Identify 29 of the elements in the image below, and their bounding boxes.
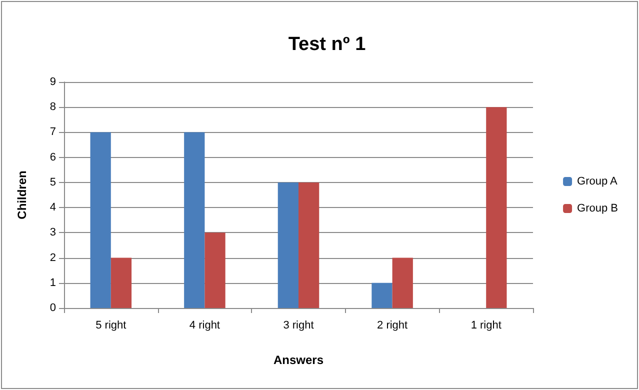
x-axis-title: Answers bbox=[273, 353, 324, 367]
y-tick-label: 3 bbox=[50, 226, 56, 239]
bar bbox=[278, 182, 298, 308]
y-tick-label: 4 bbox=[50, 202, 56, 214]
bar bbox=[110, 258, 132, 308]
y-tick-label: 1 bbox=[50, 276, 56, 289]
bar bbox=[298, 182, 320, 308]
y-tick-label: 6 bbox=[50, 151, 56, 164]
x-tick-label: 2 right bbox=[377, 320, 408, 332]
x-tick-label: 3 right bbox=[283, 320, 314, 332]
y-tick-label: 2 bbox=[50, 252, 56, 264]
legend-label: Group A bbox=[577, 176, 618, 188]
y-tick-label: 0 bbox=[50, 302, 56, 314]
y-tick-label: 7 bbox=[50, 126, 56, 138]
x-tick-label: 4 right bbox=[189, 320, 220, 332]
y-tick-label: 9 bbox=[50, 76, 56, 88]
bar bbox=[204, 232, 226, 308]
bar bbox=[184, 132, 205, 308]
bar bbox=[372, 282, 392, 308]
bar bbox=[392, 258, 413, 308]
x-tick-label: 5 right bbox=[96, 320, 126, 332]
y-tick-label: 5 bbox=[50, 176, 56, 188]
legend-label: Group B bbox=[577, 202, 618, 214]
bar bbox=[90, 132, 111, 308]
bar bbox=[486, 107, 507, 308]
x-tick-label: 1 right bbox=[470, 320, 502, 332]
y-tick-label: 8 bbox=[50, 101, 56, 114]
y-axis-title: Children bbox=[15, 170, 29, 220]
chart-title: Test nº 1 bbox=[288, 34, 366, 55]
